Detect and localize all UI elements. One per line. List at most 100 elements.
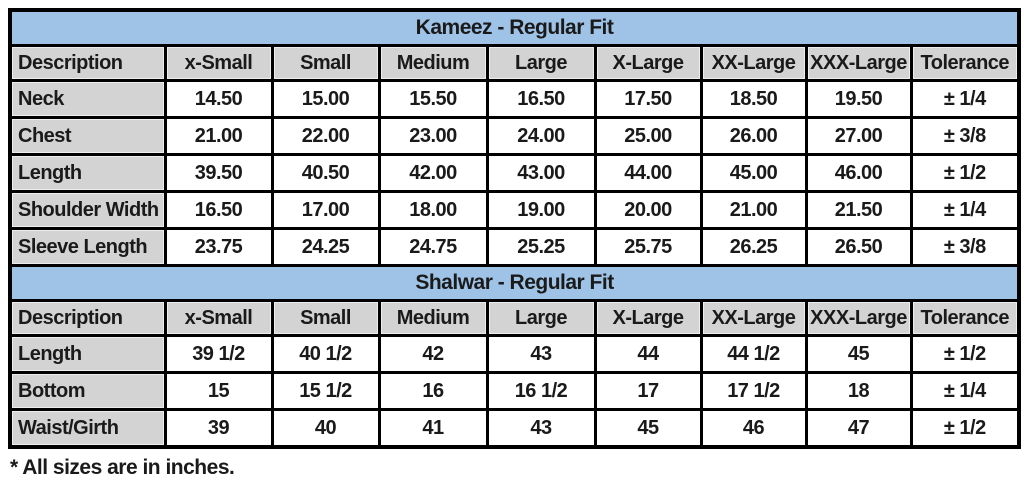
- size-value-cell: 17 1/2: [699, 371, 808, 411]
- size-value-cell: 43: [485, 334, 597, 374]
- tolerance-cell: ± 1/2: [909, 153, 1021, 193]
- kameez-section-title-row: Kameez - Regular Fit: [8, 8, 1021, 47]
- size-value-cell: 26.50: [804, 227, 913, 267]
- column-header-large: Large: [485, 44, 597, 82]
- kameez-row-length: Length 39.50 40.50 42.00 43.00 44.00 45.…: [8, 153, 1021, 193]
- column-header-xx-large: XX-Large: [699, 44, 808, 82]
- row-label: Length: [8, 334, 167, 374]
- column-header-x-small: x-Small: [163, 299, 274, 337]
- size-value-cell: 22.00: [270, 116, 381, 156]
- kameez-row-chest: Chest 21.00 22.00 23.00 24.00 25.00 26.0…: [8, 116, 1021, 156]
- size-value-cell: 47: [804, 408, 913, 449]
- tolerance-cell: ± 1/4: [909, 371, 1021, 411]
- size-value-cell: 14.50: [163, 79, 274, 119]
- size-value-cell: 15.50: [377, 79, 489, 119]
- size-value-cell: 45: [593, 408, 703, 449]
- tolerance-cell: ± 1/4: [909, 190, 1021, 230]
- size-value-cell: 21.50: [804, 190, 913, 230]
- size-value-cell: 39.50: [163, 153, 274, 193]
- size-value-cell: 46.00: [804, 153, 913, 193]
- size-value-cell: 25.00: [593, 116, 703, 156]
- size-value-cell: 18.00: [377, 190, 489, 230]
- tolerance-cell: ± 1/2: [909, 334, 1021, 374]
- size-value-cell: 24.25: [270, 227, 381, 267]
- shalwar-section-title-row: Shalwar - Regular Fit: [8, 264, 1021, 302]
- size-value-cell: 17.00: [270, 190, 381, 230]
- column-header-x-small: x-Small: [163, 44, 274, 82]
- size-value-cell: 17.50: [593, 79, 703, 119]
- kameez-row-neck: Neck 14.50 15.00 15.50 16.50 17.50 18.50…: [8, 79, 1021, 119]
- size-value-cell: 16 1/2: [485, 371, 597, 411]
- size-value-cell: 42.00: [377, 153, 489, 193]
- size-value-cell: 16: [377, 371, 489, 411]
- tolerance-cell: ± 1/2: [909, 408, 1021, 449]
- column-header-small: Small: [270, 299, 381, 337]
- kameez-row-sleeve-length: Sleeve Length 23.75 24.25 24.75 25.25 25…: [8, 227, 1021, 267]
- size-value-cell: 39: [163, 408, 274, 449]
- tolerance-cell: ± 3/8: [909, 116, 1021, 156]
- column-header-x-large: X-Large: [593, 299, 703, 337]
- row-label: Sleeve Length: [8, 227, 167, 267]
- column-header-tolerance: Tolerance: [909, 44, 1021, 82]
- column-header-medium: Medium: [377, 44, 489, 82]
- size-value-cell: 44.00: [593, 153, 703, 193]
- size-value-cell: 19.00: [485, 190, 597, 230]
- size-value-cell: 41: [377, 408, 489, 449]
- size-value-cell: 46: [699, 408, 808, 449]
- size-value-cell: 16.50: [485, 79, 597, 119]
- column-header-x-large: X-Large: [593, 44, 703, 82]
- size-value-cell: 18: [804, 371, 913, 411]
- size-value-cell: 43: [485, 408, 597, 449]
- column-header-tolerance: Tolerance: [909, 299, 1021, 337]
- tolerance-cell: ± 1/4: [909, 79, 1021, 119]
- size-value-cell: 44 1/2: [699, 334, 808, 374]
- size-value-cell: 40 1/2: [270, 334, 381, 374]
- kameez-row-shoulder-width: Shoulder Width 16.50 17.00 18.00 19.00 2…: [8, 190, 1021, 230]
- size-chart-table: Kameez - Regular Fit Description x-Small…: [8, 8, 1022, 449]
- shalwar-row-waist-girth: Waist/Girth 39 40 41 43 45 46 47 ± 1/2: [8, 408, 1021, 449]
- size-value-cell: 45: [804, 334, 913, 374]
- size-value-cell: 43.00: [485, 153, 597, 193]
- shalwar-header-row: Description x-Small Small Medium Large X…: [8, 299, 1021, 337]
- size-value-cell: 40.50: [270, 153, 381, 193]
- row-label: Neck: [8, 79, 167, 119]
- kameez-section-title: Kameez - Regular Fit: [8, 8, 1021, 47]
- column-header-xxx-large: XXX-Large: [804, 44, 913, 82]
- footnote: * All sizes are in inches.: [10, 456, 235, 479]
- column-header-xxx-large: XXX-Large: [804, 299, 913, 337]
- size-value-cell: 15: [163, 371, 274, 411]
- size-value-cell: 44: [593, 334, 703, 374]
- size-value-cell: 45.00: [699, 153, 808, 193]
- column-header-small: Small: [270, 44, 381, 82]
- column-header-xx-large: XX-Large: [699, 299, 808, 337]
- size-value-cell: 21.00: [163, 116, 274, 156]
- shalwar-section-title: Shalwar - Regular Fit: [8, 264, 1021, 302]
- size-value-cell: 23.00: [377, 116, 489, 156]
- column-header-description: Description: [8, 44, 167, 82]
- row-label: Chest: [8, 116, 167, 156]
- size-value-cell: 26.25: [699, 227, 808, 267]
- size-value-cell: 20.00: [593, 190, 703, 230]
- shalwar-row-length: Length 39 1/2 40 1/2 42 43 44 44 1/2 45 …: [8, 334, 1021, 374]
- size-value-cell: 24.75: [377, 227, 489, 267]
- size-value-cell: 19.50: [804, 79, 913, 119]
- column-header-large: Large: [485, 299, 597, 337]
- column-header-description: Description: [8, 299, 167, 337]
- size-value-cell: 40: [270, 408, 381, 449]
- size-value-cell: 25.25: [485, 227, 597, 267]
- row-label: Shoulder Width: [8, 190, 167, 230]
- size-value-cell: 15.00: [270, 79, 381, 119]
- row-label: Bottom: [8, 371, 167, 411]
- column-header-medium: Medium: [377, 299, 489, 337]
- size-value-cell: 26.00: [699, 116, 808, 156]
- size-value-cell: 24.00: [485, 116, 597, 156]
- shalwar-row-bottom: Bottom 15 15 1/2 16 16 1/2 17 17 1/2 18 …: [8, 371, 1021, 411]
- row-label: Waist/Girth: [8, 408, 167, 449]
- size-value-cell: 42: [377, 334, 489, 374]
- kameez-header-row: Description x-Small Small Medium Large X…: [8, 44, 1021, 82]
- size-value-cell: 16.50: [163, 190, 274, 230]
- size-value-cell: 23.75: [163, 227, 274, 267]
- size-value-cell: 27.00: [804, 116, 913, 156]
- size-value-cell: 25.75: [593, 227, 703, 267]
